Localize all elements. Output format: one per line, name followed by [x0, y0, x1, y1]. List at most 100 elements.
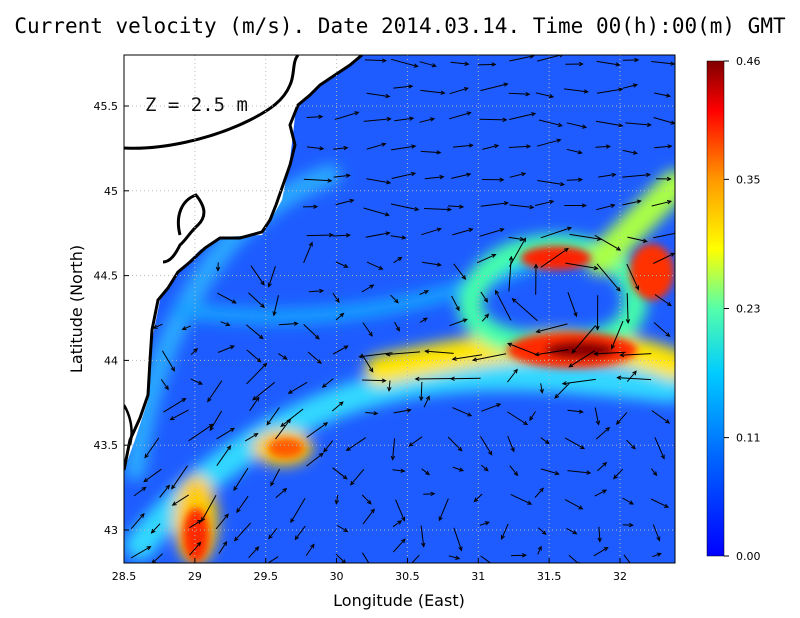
- velocity-arrow-head: [386, 180, 392, 185]
- velocity-arrow-head: [605, 144, 611, 149]
- velocity-arrow-head: [171, 484, 176, 490]
- velocity-arrow-shaft: [652, 524, 660, 541]
- velocity-arrow-head: [256, 357, 262, 363]
- velocity-arrow-shaft: [512, 298, 538, 322]
- velocity-arrow-shaft: [332, 234, 350, 237]
- velocity-arrow-shaft: [133, 486, 146, 497]
- velocity-arrow-shaft: [362, 379, 386, 382]
- velocity-arrow-shaft: [448, 205, 464, 208]
- velocity-arrow-shaft: [540, 227, 572, 239]
- velocity-arrow-shaft: [391, 172, 416, 179]
- velocity-arrow-shaft: [362, 322, 373, 337]
- velocity-arrow-shaft: [420, 89, 445, 94]
- velocity-arrow-shaft: [306, 234, 333, 237]
- velocity-arrow-head: [321, 383, 327, 388]
- velocity-arrow-head: [343, 145, 349, 151]
- velocity-arrow-shaft: [596, 204, 615, 211]
- velocity-arrow-shaft: [220, 321, 230, 326]
- velocity-arrow-head: [424, 349, 430, 354]
- velocity-arrow-head: [197, 380, 203, 385]
- velocity-arrow-shaft: [564, 499, 583, 510]
- velocity-arrow-head: [318, 452, 324, 458]
- velocity-arrow-head: [366, 499, 372, 505]
- velocity-arrow-head: [267, 282, 272, 288]
- velocity-arrow-shaft: [151, 553, 163, 563]
- velocity-arrow-shaft: [188, 423, 214, 442]
- velocity-arrow-shaft: [278, 323, 298, 326]
- velocity-arrow-shaft: [163, 398, 186, 413]
- velocity-arrow-head: [537, 545, 542, 551]
- velocity-arrow-shaft: [303, 178, 332, 182]
- velocity-arrow-shaft: [651, 61, 675, 65]
- velocity-arrow-head: [423, 290, 430, 295]
- velocity-arrow-head: [544, 439, 550, 445]
- velocity-arrow-head: [586, 470, 592, 475]
- velocity-arrow-head: [595, 420, 601, 426]
- velocity-arrow-head: [171, 501, 177, 506]
- velocity-arrow-shaft: [366, 178, 391, 184]
- velocity-arrow-head: [151, 559, 157, 563]
- velocity-arrow-shaft: [390, 235, 406, 239]
- velocity-arrow-shaft: [479, 118, 507, 121]
- velocity-arrow-shaft: [509, 465, 518, 476]
- velocity-arrow-shaft: [419, 290, 429, 295]
- velocity-arrow-head: [414, 206, 420, 212]
- velocity-arrow-shaft: [365, 412, 378, 414]
- velocity-arrow-shaft: [306, 116, 323, 118]
- velocity-arrow-head: [193, 348, 199, 353]
- velocity-arrow-shaft: [334, 111, 359, 120]
- velocity-arrow-shaft: [507, 343, 537, 356]
- velocity-arrow-head: [317, 359, 322, 364]
- velocity-arrow-head: [313, 204, 319, 209]
- velocity-arrow-shaft: [594, 234, 621, 251]
- velocity-arrow-head: [345, 173, 351, 178]
- velocity-arrow-shaft: [201, 494, 217, 522]
- velocity-arrow-shaft: [536, 55, 563, 62]
- velocity-arrow-head: [323, 422, 329, 427]
- velocity-arrow-head: [233, 536, 239, 542]
- velocity-arrow-shaft: [596, 88, 623, 94]
- velocity-arrow-head: [632, 370, 637, 376]
- velocity-arrow-head: [628, 500, 635, 505]
- velocity-arrow-shaft: [565, 262, 598, 269]
- velocity-arrow-shaft: [170, 409, 189, 421]
- velocity-arrow-shaft: [480, 436, 493, 456]
- velocity-arrow-shaft: [361, 284, 374, 293]
- velocity-arrow-shaft: [654, 92, 671, 97]
- velocity-arrow-shaft: [538, 119, 562, 127]
- velocity-arrow-shaft: [153, 323, 163, 329]
- colorbar-tick-label: 0.00: [736, 550, 761, 563]
- velocity-arrow-head: [523, 420, 529, 426]
- velocity-arrow-shaft: [452, 407, 472, 417]
- velocity-arrow-shaft: [268, 527, 278, 539]
- velocity-arrow-shaft: [420, 381, 423, 401]
- velocity-arrow-head: [533, 263, 539, 269]
- velocity-arrow-shaft: [303, 242, 313, 263]
- velocity-arrow-shaft: [234, 522, 251, 542]
- velocity-arrow-head: [225, 321, 231, 327]
- x-tick-label: 31.5: [537, 570, 562, 583]
- velocity-arrow-shaft: [331, 401, 344, 412]
- velocity-arrow-shaft: [207, 380, 223, 402]
- velocity-arrow-shaft: [623, 554, 631, 563]
- velocity-arrow-head: [286, 418, 292, 424]
- velocity-arrow-head: [561, 381, 567, 386]
- velocity-arrow-head: [430, 491, 436, 497]
- velocity-arrow-head: [270, 481, 275, 487]
- velocity-arrow-shaft: [595, 120, 623, 127]
- velocity-arrow-shaft: [346, 437, 367, 451]
- velocity-arrow-shaft: [593, 547, 608, 557]
- velocity-arrow-shaft: [595, 145, 610, 148]
- velocity-arrow-head: [447, 207, 453, 212]
- velocity-arrow-head: [406, 566, 410, 570]
- velocity-arrow-head: [181, 397, 187, 403]
- velocity-arrow-shaft: [535, 92, 554, 98]
- velocity-arrow-head: [632, 83, 639, 88]
- velocity-arrow-shaft: [626, 293, 629, 323]
- velocity-arrow-shaft: [509, 55, 534, 62]
- coastline-detail-north: [124, 55, 300, 150]
- southwest-jet-tip-peak: [268, 438, 304, 458]
- velocity-arrow-head: [521, 172, 527, 177]
- velocity-arrow-shaft: [335, 199, 354, 206]
- velocity-arrow-shaft: [306, 422, 328, 438]
